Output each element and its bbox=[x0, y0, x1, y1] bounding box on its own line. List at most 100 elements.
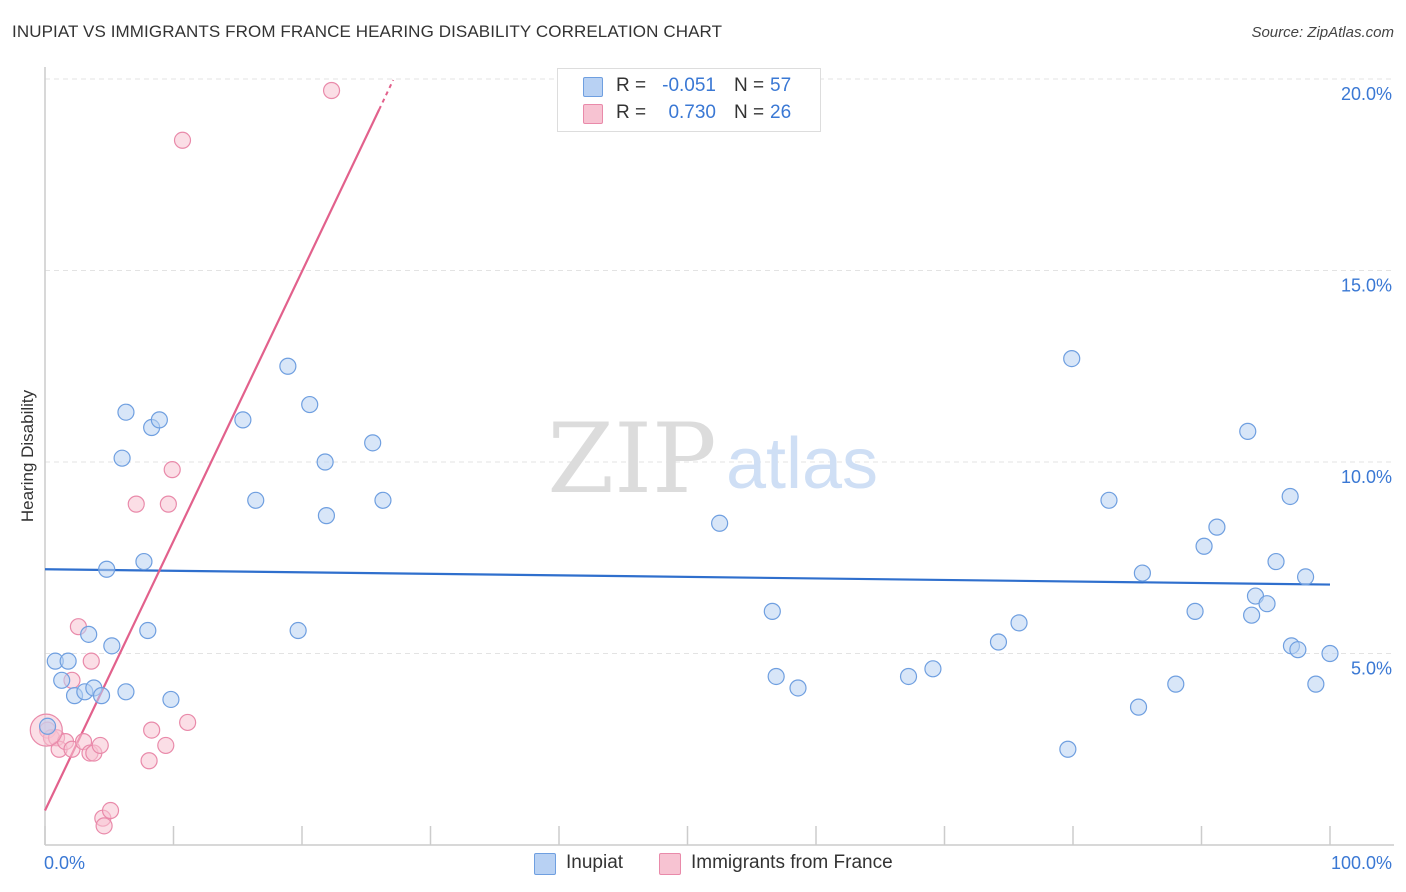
data-point-inupiat bbox=[92, 687, 111, 705]
data-point-inupiat bbox=[289, 621, 307, 640]
data-point-inupiat bbox=[150, 411, 168, 429]
data-point-france bbox=[95, 817, 113, 835]
legend-r-value: -0.051 bbox=[662, 75, 716, 96]
data-point-inupiat bbox=[316, 453, 334, 471]
legend-n-value: 26 bbox=[770, 102, 792, 123]
data-point-inupiat bbox=[139, 621, 157, 640]
data-point-inupiat bbox=[1195, 537, 1213, 555]
data-point-france bbox=[82, 652, 100, 670]
x-tick-label: 100.0% bbox=[1331, 853, 1392, 873]
data-point-inupiat bbox=[53, 671, 71, 689]
data-point-inupiat bbox=[103, 637, 121, 655]
data-point-inupiat bbox=[763, 602, 781, 620]
legend-row-inupiat: R = -0.051 N = 57 bbox=[558, 73, 820, 99]
x-tick-labels: 0.0% 100.0% bbox=[44, 853, 1392, 873]
legend-r-label: R = bbox=[616, 102, 647, 123]
watermark-atlas: atlas bbox=[726, 424, 878, 504]
data-point-france bbox=[143, 721, 161, 739]
trend-line-inupiat bbox=[44, 568, 1331, 586]
data-point-inupiat bbox=[1129, 698, 1148, 716]
data-point-inupiat bbox=[1100, 491, 1118, 509]
data-point-inupiat bbox=[1208, 518, 1226, 536]
legend-n-value: 57 bbox=[770, 75, 792, 96]
data-point-inupiat bbox=[117, 403, 135, 421]
watermark-zip: ZIP bbox=[547, 403, 716, 515]
source-label: Source: ZipAtlas.com bbox=[1251, 24, 1394, 41]
data-point-inupiat bbox=[1010, 614, 1028, 632]
data-point-inupiat bbox=[1307, 675, 1325, 693]
series-inupiat bbox=[38, 81, 1339, 758]
data-point-france bbox=[159, 495, 177, 513]
data-point-inupiat bbox=[80, 625, 98, 643]
legend-swatch-france bbox=[583, 104, 603, 124]
data-point-inupiat bbox=[899, 667, 918, 686]
y-tick-labels: 5.0% 10.0% 15.0% 20.0% bbox=[1341, 84, 1392, 679]
data-point-inupiat bbox=[59, 652, 77, 670]
data-point-inupiat bbox=[1243, 606, 1261, 624]
data-point-inupiat bbox=[1267, 552, 1285, 571]
trend-line-france-extension bbox=[378, 79, 395, 111]
legend-n-label: N = bbox=[734, 75, 765, 96]
data-point-france bbox=[157, 736, 175, 755]
data-point-inupiat bbox=[301, 395, 319, 414]
data-point-inupiat bbox=[135, 552, 153, 571]
y-tick-label: 5.0% bbox=[1351, 659, 1392, 679]
data-point-inupiat bbox=[98, 560, 116, 578]
grid-lines bbox=[45, 78, 1394, 654]
data-point-inupiat bbox=[247, 491, 265, 509]
watermark: ZIP atlas bbox=[547, 403, 878, 515]
data-point-inupiat bbox=[1133, 564, 1151, 582]
data-point-france bbox=[127, 495, 145, 513]
chart-title: INUPIAT VS IMMIGRANTS FROM FRANCE HEARIN… bbox=[12, 22, 723, 41]
data-point-inupiat bbox=[1059, 740, 1077, 758]
data-point-inupiat bbox=[38, 717, 57, 735]
data-point-france bbox=[101, 801, 120, 820]
data-point-inupiat bbox=[711, 514, 729, 532]
data-point-inupiat bbox=[117, 683, 135, 701]
data-point-france bbox=[179, 713, 197, 732]
legend-r-label: R = bbox=[616, 75, 647, 96]
bottom-legend-swatch-france bbox=[659, 853, 681, 875]
data-point-france bbox=[173, 131, 192, 149]
data-point-inupiat bbox=[1239, 422, 1257, 440]
legend-r-value: 0.730 bbox=[668, 102, 716, 123]
data-point-france bbox=[140, 752, 158, 770]
data-point-inupiat bbox=[1289, 641, 1307, 659]
legend-row-france: R = 0.730 N = 26 bbox=[558, 100, 820, 126]
y-tick-label: 15.0% bbox=[1341, 276, 1392, 296]
data-point-france bbox=[322, 81, 341, 100]
data-point-inupiat bbox=[1258, 595, 1276, 613]
bottom-legend-label-inupiat: Inupiat bbox=[566, 852, 624, 873]
bottom-legend-swatch-inupiat bbox=[534, 853, 556, 875]
y-axis-label: Hearing Disability bbox=[18, 389, 37, 523]
axes bbox=[44, 67, 1394, 846]
series-immigrants-from-france bbox=[29, 81, 341, 835]
y-tick-label: 10.0% bbox=[1341, 467, 1392, 487]
data-point-inupiat bbox=[234, 411, 252, 429]
legend-swatch-inupiat bbox=[583, 77, 603, 97]
correlation-legend: R = -0.051 N = 57 R = 0.730 N = 26 bbox=[557, 68, 821, 132]
data-point-inupiat bbox=[1186, 602, 1204, 620]
data-point-inupiat bbox=[1063, 349, 1081, 368]
y-tick-label: 20.0% bbox=[1341, 84, 1392, 104]
data-point-inupiat bbox=[924, 660, 942, 678]
data-point-inupiat bbox=[364, 434, 382, 452]
data-point-inupiat bbox=[789, 679, 807, 697]
data-point-france bbox=[91, 736, 109, 755]
data-point-inupiat bbox=[317, 507, 336, 525]
data-point-inupiat bbox=[279, 357, 297, 375]
data-point-inupiat bbox=[1321, 644, 1339, 663]
data-point-inupiat bbox=[374, 491, 392, 509]
legend-n-label: N = bbox=[734, 102, 765, 123]
data-point-inupiat bbox=[989, 633, 1008, 651]
bottom-legend-label-france: Immigrants from France bbox=[691, 852, 893, 873]
data-point-inupiat bbox=[1296, 568, 1315, 586]
x-tick-label: 0.0% bbox=[44, 853, 85, 873]
data-point-france bbox=[163, 461, 181, 479]
data-point-inupiat bbox=[162, 690, 180, 709]
data-point-inupiat bbox=[113, 449, 131, 467]
data-point-inupiat bbox=[767, 667, 785, 686]
data-point-inupiat bbox=[1281, 487, 1299, 506]
data-point-inupiat bbox=[1167, 675, 1185, 693]
